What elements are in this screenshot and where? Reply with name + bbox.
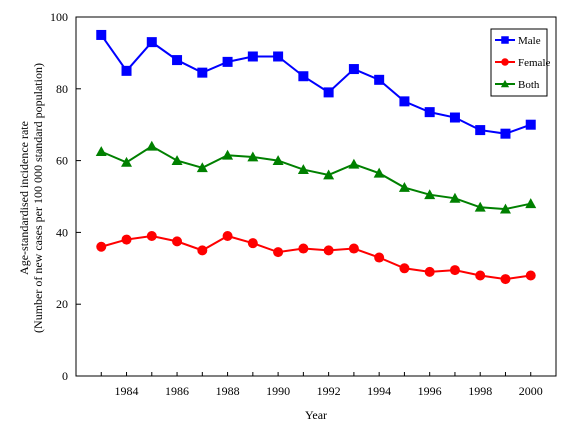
x-tick-label: 1992 — [317, 384, 341, 398]
data-point-female — [197, 245, 208, 256]
data-point-both — [373, 167, 385, 178]
data-point-male — [323, 87, 334, 98]
data-point-female — [247, 238, 258, 249]
data-point-female — [146, 230, 157, 241]
x-axis-title: Year — [305, 408, 327, 422]
y-axis-title-line2: (Number of new cases per 100 000 standar… — [31, 63, 45, 333]
x-tick-label: 1998 — [468, 384, 492, 398]
data-point-male — [121, 65, 132, 76]
plot-frame — [75, 16, 557, 377]
legend-label-female: Female — [518, 57, 550, 69]
series-both — [95, 140, 537, 214]
data-point-female — [298, 243, 309, 254]
data-point-both — [297, 164, 309, 174]
y-axis-title-line1: Age-standardised incidence rate — [17, 121, 31, 275]
x-tick-label: 1996 — [418, 384, 442, 398]
data-point-both — [348, 158, 360, 169]
data-point-both — [247, 151, 259, 162]
data-point-both — [146, 140, 158, 151]
data-point-female — [348, 243, 359, 254]
data-point-female — [525, 270, 536, 281]
data-point-male — [96, 29, 107, 40]
data-point-both — [272, 155, 284, 165]
data-point-male — [222, 56, 233, 67]
legend-label-both: Both — [518, 79, 540, 91]
data-point-both — [222, 149, 234, 160]
data-point-male — [247, 51, 258, 62]
data-point-male — [475, 125, 486, 136]
data-point-male — [374, 74, 385, 85]
chart-legend: Male Female Both — [490, 28, 550, 97]
data-point-female — [449, 265, 460, 276]
chart-series — [95, 29, 537, 285]
data-point-female — [424, 266, 435, 277]
legend-marker-female — [501, 58, 509, 66]
data-point-male — [273, 51, 284, 62]
data-point-both — [398, 182, 410, 192]
x-tick-label: 1994 — [367, 384, 391, 398]
data-point-male — [172, 55, 183, 66]
series-male — [96, 29, 536, 139]
data-point-both — [171, 155, 183, 165]
data-point-male — [500, 128, 511, 139]
series-line-female — [100, 234, 531, 281]
x-tick-label: 2000 — [519, 384, 543, 398]
x-tick-label: 1984 — [115, 384, 139, 398]
series-line-both — [100, 145, 531, 211]
data-point-male — [399, 96, 410, 107]
chart-axes: 0 20 40 60 80 100 1984 1986 1988 1990 1992 1994 1996… — [50, 10, 557, 398]
data-point-male — [348, 64, 359, 75]
x-tick-label: 1986 — [165, 384, 189, 398]
x-tick-label: 1990 — [266, 384, 290, 398]
data-point-female — [222, 230, 233, 241]
data-point-male — [525, 119, 536, 130]
data-point-both — [323, 169, 335, 180]
series-female — [96, 230, 536, 285]
data-point-both — [121, 156, 133, 167]
data-point-both — [449, 192, 461, 203]
data-point-female — [172, 236, 183, 247]
data-point-female — [96, 241, 107, 252]
data-point-both — [525, 198, 537, 209]
data-point-male — [449, 112, 460, 123]
legend-marker-male — [501, 36, 509, 44]
data-point-female — [374, 252, 385, 263]
data-point-female — [399, 263, 410, 274]
data-point-female — [273, 247, 284, 258]
data-point-female — [475, 270, 486, 281]
y-tick-label: 40 — [56, 225, 68, 239]
data-point-female — [323, 245, 334, 256]
legend-marker-both — [500, 79, 510, 88]
y-tick-label: 20 — [56, 297, 68, 311]
y-tick-label: 100 — [50, 10, 68, 24]
data-point-both — [499, 203, 511, 214]
legend-label-male: Male — [518, 35, 541, 47]
data-point-male — [197, 67, 208, 78]
series-line-male — [100, 34, 532, 135]
y-tick-label: 80 — [56, 82, 68, 96]
y-tick-label: 60 — [56, 154, 68, 168]
data-point-both — [196, 162, 208, 173]
data-point-male — [424, 107, 435, 118]
y-tick-label: 0 — [62, 369, 68, 383]
data-point-male — [146, 37, 157, 48]
data-point-both — [474, 201, 486, 212]
data-point-both — [95, 146, 107, 157]
data-point-female — [500, 274, 511, 285]
data-point-both — [424, 189, 436, 200]
x-tick-label: 1988 — [216, 384, 240, 398]
data-point-female — [121, 234, 132, 245]
data-point-male — [298, 71, 309, 82]
